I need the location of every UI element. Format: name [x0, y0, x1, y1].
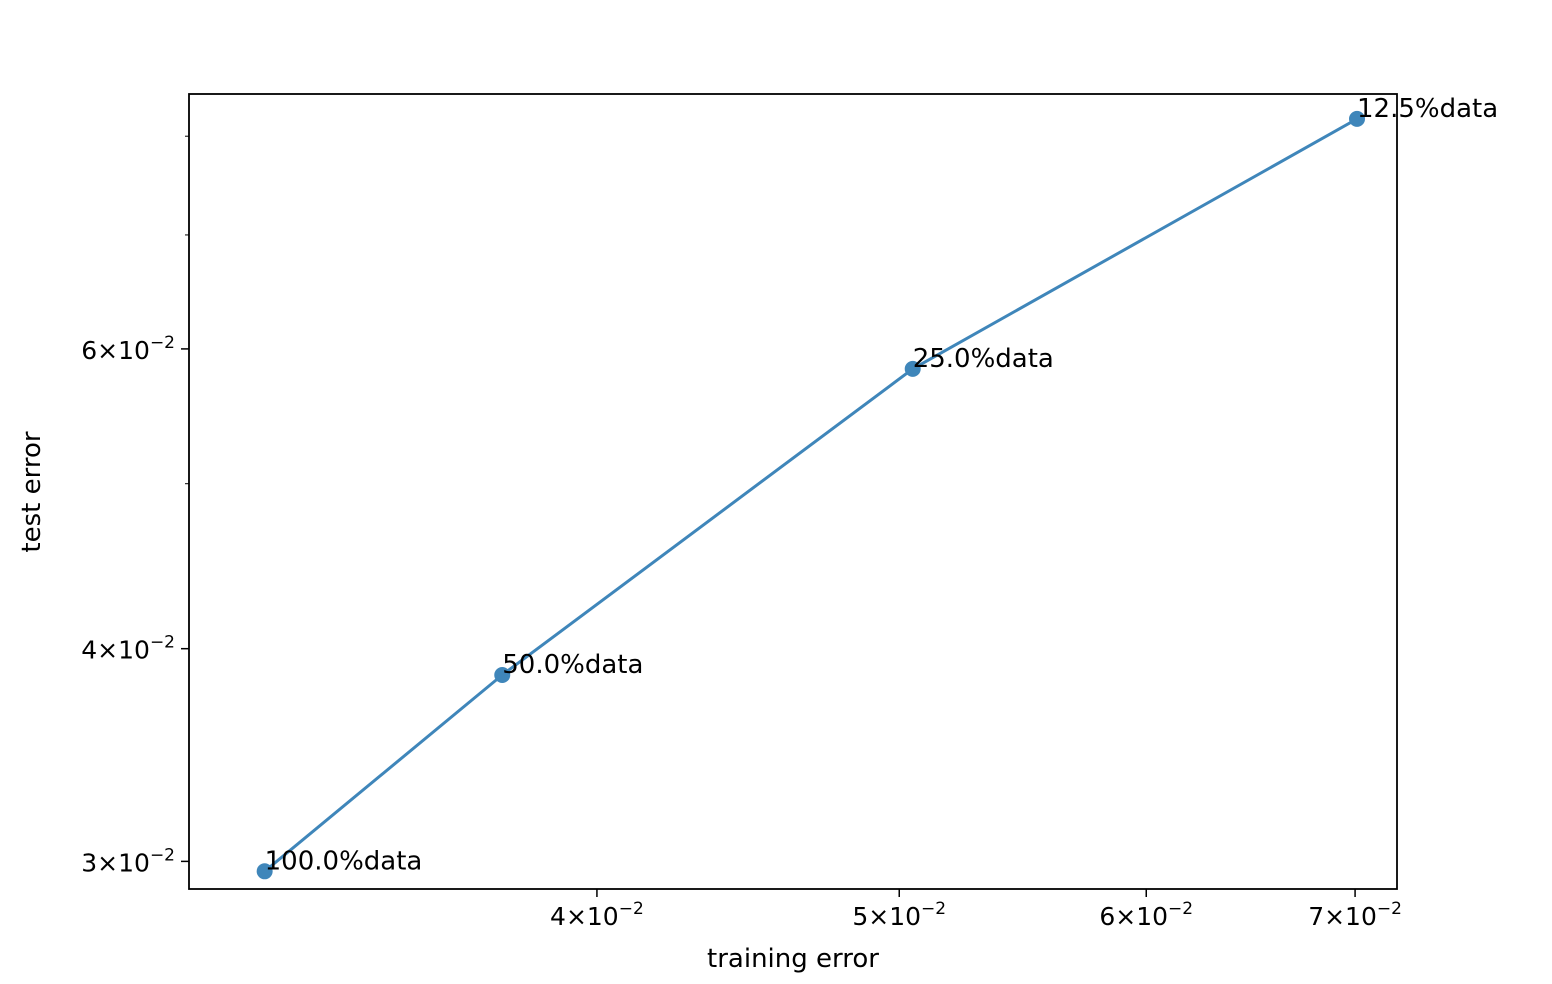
data-point: [494, 667, 511, 684]
y-tick-label: 6×10−2: [81, 333, 175, 365]
data-point: [256, 863, 273, 880]
series-layer: 100.0%data 50.0%data 25.0%data 12.5%data: [256, 94, 1498, 880]
point-label: 25.0%data: [913, 344, 1054, 374]
y-tick-label: 3×10−2: [81, 845, 175, 877]
x-tick-label: 7×10−2: [1308, 899, 1402, 931]
x-tick-label: 4×10−2: [550, 899, 644, 931]
x-axis-ticks: 4×10−2 5×10−2 6×10−2 7×10−2: [550, 889, 1402, 931]
y-axis-label: test error: [17, 431, 47, 552]
series-line: [263, 117, 1358, 873]
x-axis-label: training error: [707, 944, 879, 974]
point-label: 50.0%data: [502, 650, 643, 680]
y-tick-label: 4×10−2: [81, 633, 175, 665]
x-tick-label: 5×10−2: [852, 899, 946, 931]
plot-frame: [188, 93, 1398, 890]
data-point: [904, 360, 921, 377]
y-axis-ticks: 3×10−2 4×10−2 6×10−2: [81, 135, 189, 877]
plot-background: [189, 94, 1397, 889]
x-tick-label: 6×10−2: [1099, 899, 1193, 931]
point-label: 12.5%data: [1357, 94, 1498, 124]
data-point: [1349, 110, 1366, 127]
point-label: 100.0%data: [265, 846, 423, 876]
